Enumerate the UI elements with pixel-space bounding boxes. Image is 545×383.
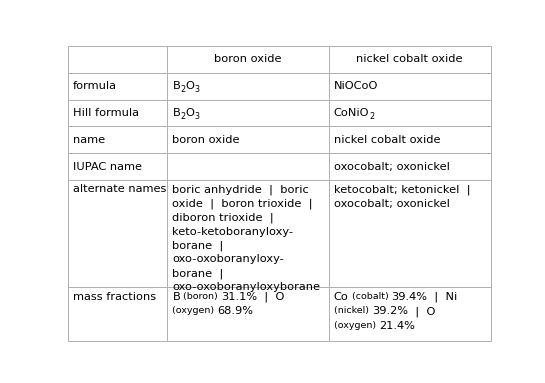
Bar [167,287,329,341]
Text: (oxygen): (oxygen) [334,321,379,330]
Text: (nickel): (nickel) [334,306,372,315]
Text: oxocobalt; oxonickel: oxocobalt; oxonickel [334,162,450,172]
Text: |  Ni: | Ni [427,291,458,302]
Text: B: B [172,108,180,118]
Text: 2: 2 [180,111,185,121]
Bar [167,180,329,287]
Text: 2: 2 [370,111,374,121]
Text: 68.9%: 68.9% [217,306,253,316]
Text: 31.1%: 31.1% [221,291,257,302]
Text: boron oxide: boron oxide [172,135,240,145]
Bar [329,180,490,287]
Bar [167,46,329,73]
Bar [68,46,167,73]
Bar [68,100,167,126]
Text: NiOCoO: NiOCoO [334,81,378,91]
Text: 39.4%: 39.4% [391,291,427,302]
Bar [68,73,167,100]
Bar [68,180,167,287]
Bar [329,73,490,100]
Text: CoNiO: CoNiO [334,108,370,118]
Text: nickel cobalt oxide: nickel cobalt oxide [334,135,440,145]
Text: boron oxide: boron oxide [214,54,282,64]
Text: 2: 2 [180,85,185,94]
Bar [329,287,490,341]
Text: |  O: | O [257,291,284,302]
Bar [167,73,329,100]
Bar [329,126,490,153]
Bar [329,100,490,126]
Bar [167,153,329,180]
Text: formula: formula [73,81,117,91]
Text: name: name [73,135,105,145]
Text: alternate names: alternate names [73,184,167,195]
Text: ketocobalt; ketonickel  |
oxocobalt; oxonickel: ketocobalt; ketonickel | oxocobalt; oxon… [334,184,470,208]
Text: Hill formula: Hill formula [73,108,139,118]
Text: mass fractions: mass fractions [73,291,156,302]
Bar [167,126,329,153]
Bar [329,46,490,73]
Bar [68,126,167,153]
Text: nickel cobalt oxide: nickel cobalt oxide [356,54,463,64]
Text: Co: Co [334,291,349,302]
Text: IUPAC name: IUPAC name [73,162,142,172]
Text: B: B [172,291,180,302]
Text: 39.2%: 39.2% [372,306,408,316]
Text: 21.4%: 21.4% [379,321,415,331]
Bar [167,100,329,126]
Text: boric anhydride  |  boric
oxide  |  boron trioxide  |
diboron trioxide  |
keto-k: boric anhydride | boric oxide | boron tr… [172,184,320,292]
Text: O: O [185,108,194,118]
Text: O: O [185,81,194,91]
Text: (oxygen): (oxygen) [172,306,217,315]
Text: B: B [172,81,180,91]
Text: (cobalt): (cobalt) [349,291,391,301]
Text: |  O: | O [408,306,435,317]
Text: 3: 3 [194,85,199,94]
Bar [329,153,490,180]
Text: 3: 3 [194,111,199,121]
Text: (boron): (boron) [180,291,221,301]
Bar [68,153,167,180]
Bar [68,287,167,341]
